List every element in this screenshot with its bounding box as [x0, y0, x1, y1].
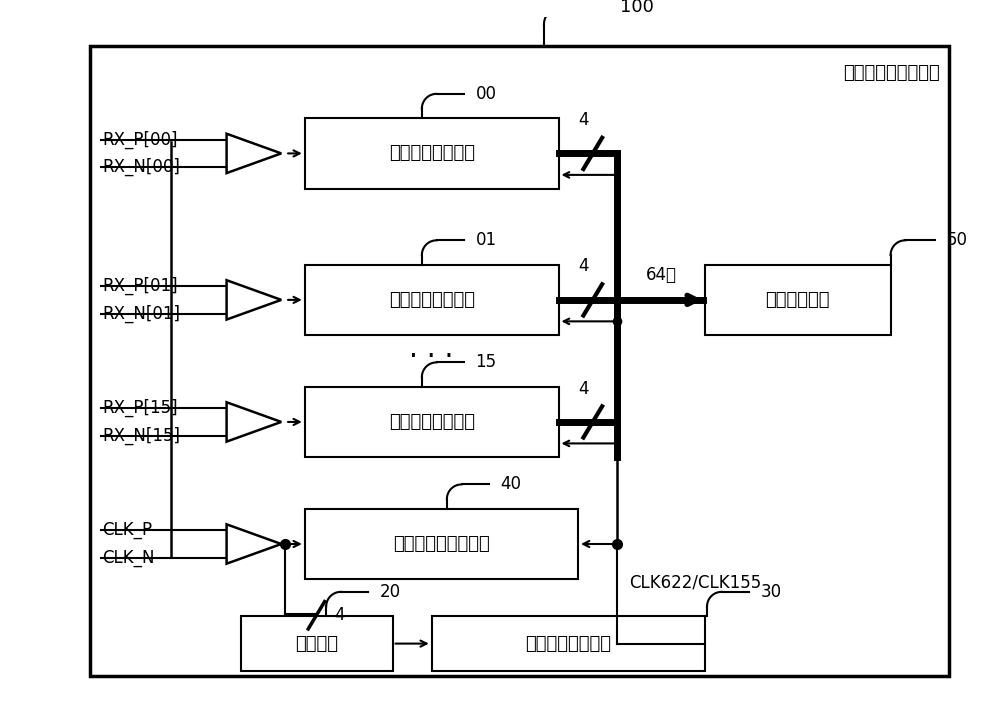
Text: 数字时钟管理单元: 数字时钟管理单元 [525, 635, 611, 652]
Text: 数据串并转换单元: 数据串并转换单元 [389, 291, 475, 309]
Text: 4: 4 [578, 258, 588, 275]
Bar [305, 265, 559, 335]
Bar [305, 119, 559, 189]
Text: 15: 15 [476, 354, 497, 371]
Text: CLK_N: CLK_N [103, 549, 155, 567]
Text: 01: 01 [476, 231, 497, 249]
Text: CLK_P: CLK_P [103, 521, 153, 540]
Bar [241, 616, 393, 671]
Text: 4: 4 [578, 111, 588, 129]
Text: 50: 50 [946, 231, 967, 249]
Text: 20: 20 [380, 583, 401, 601]
Text: RX_P[15]: RX_P[15] [103, 399, 178, 417]
Text: 4: 4 [334, 606, 344, 624]
Text: RX_P[00]: RX_P[00] [103, 131, 178, 149]
Text: 伪数据串并转换单元: 伪数据串并转换单元 [393, 535, 490, 553]
Text: 延迟单元: 延迟单元 [295, 635, 338, 652]
Text: 数据串并转换单元: 数据串并转换单元 [389, 413, 475, 431]
Text: 4: 4 [578, 380, 588, 398]
Bar [705, 265, 891, 335]
Bar [305, 387, 559, 457]
Text: 64位: 64位 [646, 266, 677, 284]
Text: 30: 30 [761, 583, 782, 601]
Text: · · ·: · · · [409, 342, 454, 371]
Text: 数据处理单元: 数据处理单元 [766, 291, 830, 309]
Bar [90, 46, 949, 676]
Bar [305, 509, 578, 579]
Text: RX_N[01]: RX_N[01] [103, 305, 181, 322]
Text: 可编程逻辑控制器件: 可编程逻辑控制器件 [843, 65, 939, 82]
Text: RX_N[15]: RX_N[15] [103, 427, 181, 444]
Bar [432, 616, 705, 671]
Text: 00: 00 [476, 84, 497, 103]
Text: RX_P[01]: RX_P[01] [103, 277, 178, 295]
Text: 100: 100 [620, 0, 654, 16]
Text: 40: 40 [501, 476, 522, 493]
Text: CLK622/CLK155: CLK622/CLK155 [629, 573, 761, 591]
Text: RX_N[00]: RX_N[00] [103, 158, 180, 176]
Text: 数据串并转换单元: 数据串并转换单元 [389, 144, 475, 163]
